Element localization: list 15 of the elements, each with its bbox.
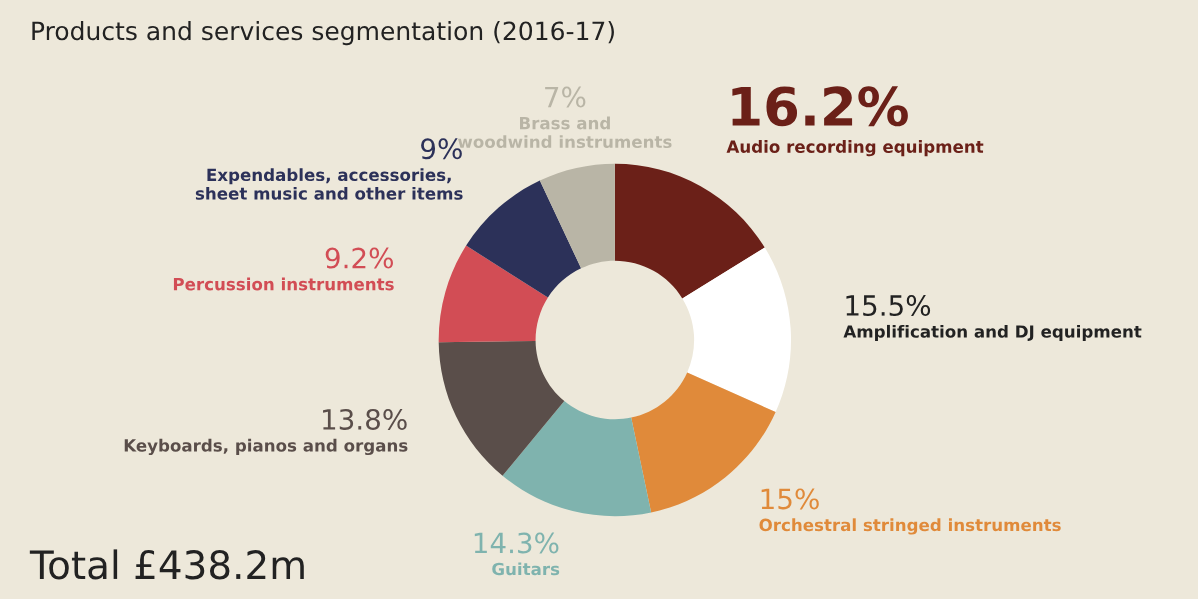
slice-label: Percussion instruments [173, 277, 394, 291]
data-label: 9.2% [325, 247, 393, 269]
data-label: 15% [761, 488, 819, 510]
slice-label: Amplification and DJ equipment [843, 324, 1142, 342]
data-label: 16.2% [732, 86, 908, 127]
data-label: 13.8% [323, 408, 407, 430]
data-label: 15.5% [846, 295, 931, 317]
slice-label: Orchestral stringed instruments [759, 518, 1061, 535]
slice-label: Keyboards, pianos and organs [124, 438, 408, 456]
data-label: 14.3% [474, 532, 559, 554]
slice-label: Guitars [492, 562, 560, 576]
slice-label: Audio recording equipment [726, 140, 984, 157]
text: Total £438.2m [29, 549, 304, 580]
slice-label: Expendables, accessories, sheet music and other items [195, 168, 463, 200]
chart-title: Products and services segmentation (2016-17) [32, 20, 614, 46]
